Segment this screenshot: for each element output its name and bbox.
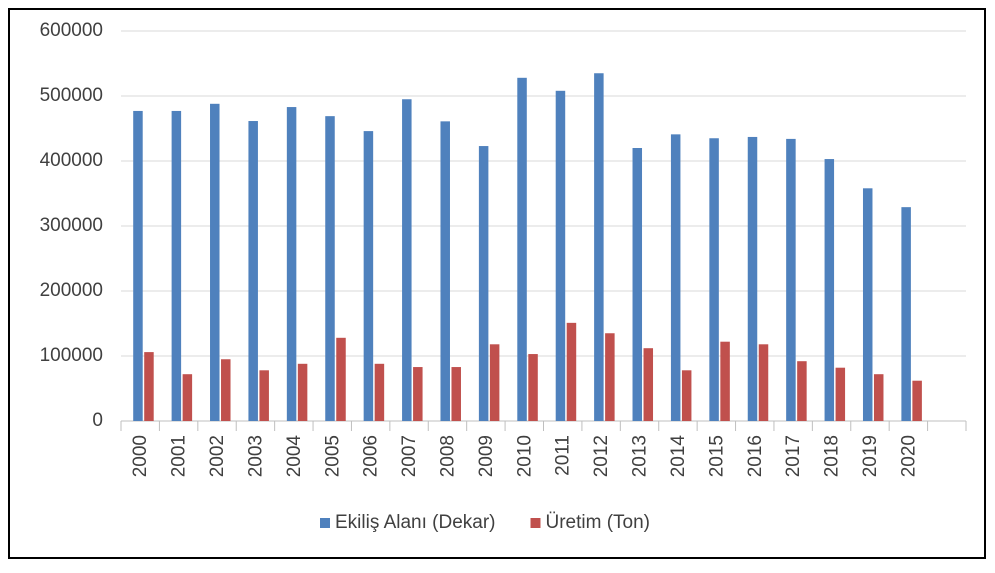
x-tick-label: 2019 (860, 435, 881, 477)
y-tick-label: 200000 (40, 280, 103, 301)
bar (210, 103, 220, 422)
x-tick-label: 2014 (668, 435, 689, 478)
bar (873, 374, 884, 421)
bar (758, 344, 769, 421)
x-tick-label: 2013 (630, 435, 651, 477)
bar (670, 134, 681, 421)
bar (709, 138, 719, 421)
x-tick-label: 2017 (783, 435, 804, 477)
bar (478, 146, 489, 422)
x-tick-label: 2005 (322, 435, 343, 477)
legend-label: Üretim (Ton) (546, 512, 651, 533)
bar (912, 380, 922, 421)
bar (786, 138, 796, 421)
bar (171, 110, 182, 421)
bar (144, 352, 154, 421)
y-tick-label: 100000 (40, 345, 103, 366)
x-tick-label: 2009 (476, 435, 497, 477)
y-tick-label: 0 (92, 410, 103, 431)
bar (489, 344, 500, 421)
bar (643, 348, 654, 421)
bar (824, 159, 835, 422)
x-tick-label: 2007 (399, 435, 420, 477)
bar (451, 367, 461, 421)
x-tick-label: 2015 (706, 435, 727, 477)
x-tick-label: 2010 (514, 435, 535, 477)
x-tick-label: 2018 (822, 435, 843, 477)
bar (374, 363, 385, 421)
bar (133, 110, 143, 421)
bar (402, 99, 412, 421)
bar (632, 148, 643, 421)
x-tick-label: 2020 (898, 435, 919, 477)
x-tick-label: 2000 (130, 435, 151, 477)
bar (901, 207, 911, 421)
bar (286, 107, 297, 422)
x-tick-label: 2004 (284, 435, 305, 478)
y-tick-label: 400000 (40, 150, 103, 171)
bar (363, 131, 374, 421)
bar (259, 370, 269, 421)
bar (747, 136, 758, 421)
y-tick-label: 600000 (40, 20, 103, 41)
bar (594, 73, 604, 421)
legend-swatch (530, 518, 541, 528)
bar (605, 333, 615, 421)
bar (720, 341, 730, 421)
bar (336, 337, 346, 421)
x-tick-label: 2008 (437, 435, 458, 477)
bar (440, 121, 450, 421)
bar (517, 77, 527, 422)
bar (297, 363, 308, 421)
x-tick-label: 2006 (361, 435, 382, 477)
bar (182, 374, 193, 421)
bar (835, 367, 846, 421)
y-tick-label: 300000 (40, 215, 103, 236)
bar (566, 322, 577, 421)
legend-swatch (320, 518, 330, 528)
x-tick-label: 2012 (591, 435, 612, 477)
x-tick-label: 2003 (245, 435, 266, 477)
x-tick-label: 2016 (745, 435, 766, 477)
legend-label: Ekiliş Alanı (Dekar) (335, 512, 496, 533)
x-tick-label: 2002 (207, 435, 228, 477)
bar (325, 116, 335, 422)
bar (413, 367, 423, 421)
bar (248, 121, 258, 422)
bar (681, 370, 692, 421)
bar (862, 188, 873, 421)
y-tick-label: 500000 (40, 85, 103, 106)
bar (797, 361, 807, 421)
bar (528, 354, 538, 421)
bar (555, 90, 566, 422)
x-tick-label: 2001 (169, 435, 190, 477)
x-tick-label: 2011 (553, 435, 574, 476)
bar (221, 359, 231, 421)
